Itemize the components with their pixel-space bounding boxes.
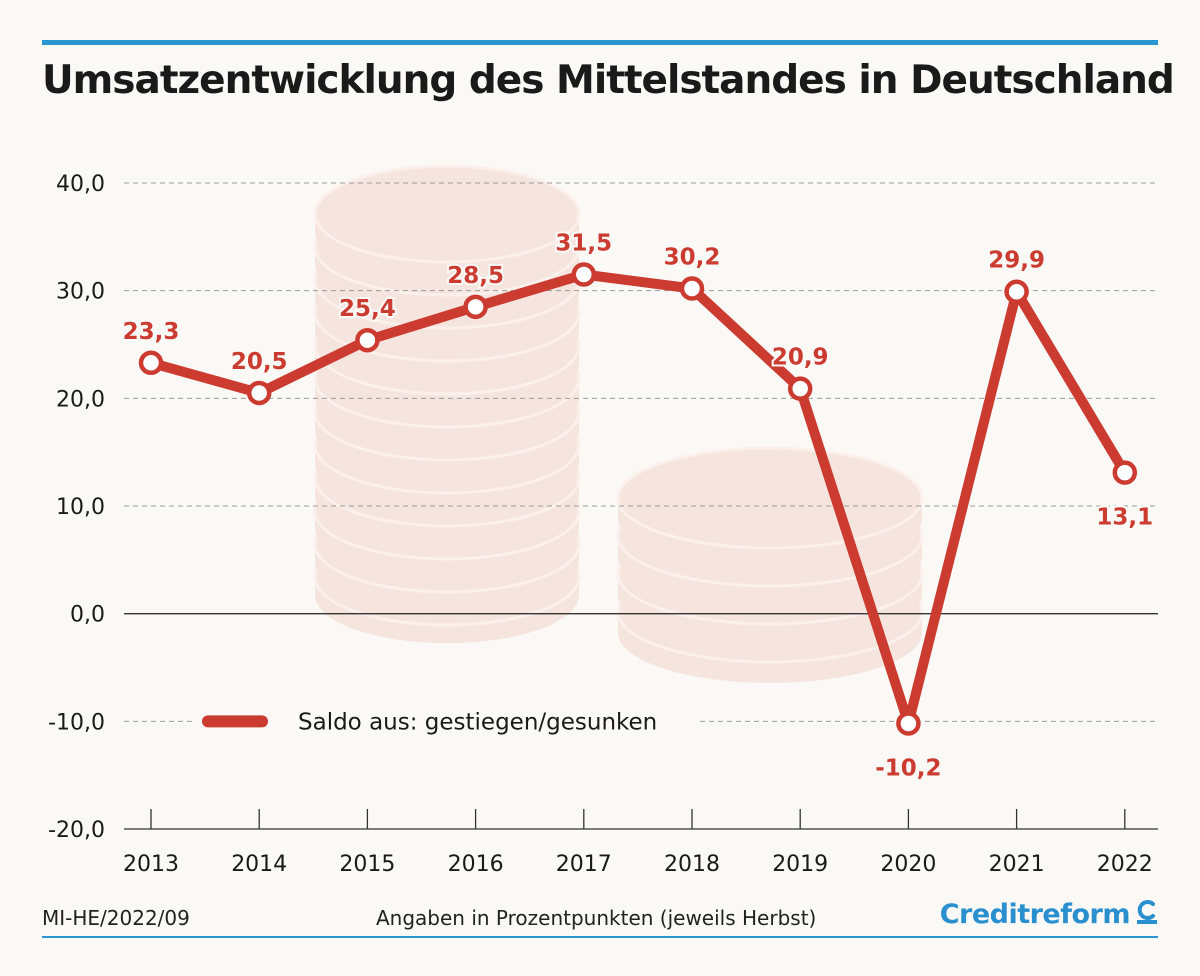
x-tick-label: 2015	[339, 852, 395, 877]
y-tick-label: 0,0	[70, 603, 105, 628]
chart-title: Umsatzentwicklung des Mittelstandes in D…	[42, 58, 1175, 103]
data-point	[896, 711, 921, 736]
x-tick-label: 2022	[1097, 852, 1153, 877]
data-point	[787, 376, 813, 401]
data-label: 28,5	[447, 263, 504, 289]
source-code: MI-HE/2022/09	[42, 906, 190, 930]
data-label: 13,1	[1096, 505, 1153, 531]
data-point	[571, 262, 597, 287]
data-point	[1004, 279, 1029, 304]
y-tick-label: 10,0	[56, 495, 105, 520]
data-point	[679, 276, 705, 301]
legend-label: Saldo aus: gestiegen/gesunken	[298, 709, 657, 735]
data-label: 20,5	[231, 349, 288, 375]
data-point	[246, 380, 272, 406]
data-point	[138, 350, 164, 376]
data-label: -10,2	[875, 755, 941, 781]
data-label: 23,3	[123, 319, 180, 345]
data-label: 31,5	[555, 231, 612, 257]
data-label: 30,2	[664, 245, 721, 271]
legend-background	[196, 699, 696, 744]
bottom-accent-rule	[42, 936, 1158, 938]
x-tick-label: 2020	[880, 852, 936, 877]
top-accent-rule	[42, 40, 1158, 45]
y-tick-label: 20,0	[56, 387, 105, 412]
data-point	[355, 327, 380, 353]
brand-logo: Creditreform	[940, 898, 1158, 931]
x-tick-label: 2017	[556, 852, 612, 877]
data-label: 20,9	[772, 345, 829, 371]
data-point	[463, 294, 488, 320]
x-tick-label: 2019	[772, 852, 828, 877]
x-tick-label: 2021	[989, 852, 1045, 877]
x-tick-label: 2014	[231, 852, 287, 877]
y-tick-label: -10,0	[48, 710, 105, 735]
x-tick-label: 2013	[123, 852, 179, 877]
data-point	[1112, 460, 1138, 485]
x-tick-label: 2016	[448, 852, 504, 877]
y-tick-label: -20,0	[48, 818, 105, 843]
coin-stack-right	[616, 446, 924, 683]
x-tick-label: 2018	[664, 852, 720, 877]
brand-name: Creditreform	[939, 899, 1131, 930]
y-tick-label: 30,0	[56, 280, 105, 305]
data-label: 29,9	[988, 248, 1045, 274]
creditreform-c-icon	[1136, 898, 1158, 931]
data-label: 25,4	[339, 296, 396, 322]
units-note: Angaben in Prozentpunkten (jeweils Herbs…	[376, 906, 817, 930]
coin-stacks-background	[313, 164, 924, 683]
coin-stack-left	[313, 164, 581, 644]
series-line	[146, 269, 1130, 729]
y-tick-label: 40,0	[56, 172, 105, 197]
